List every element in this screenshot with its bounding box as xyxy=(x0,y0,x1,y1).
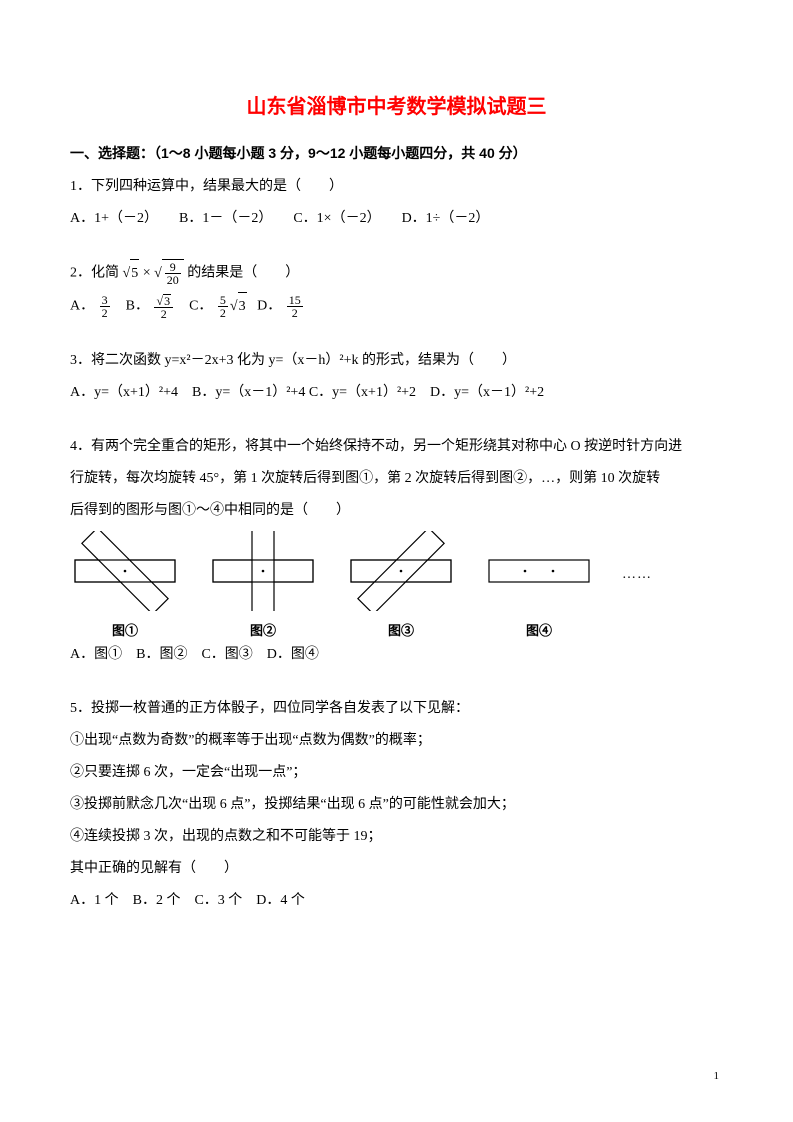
sqrt-frac-icon: 920 xyxy=(154,259,184,288)
question-3: 3．将二次函数 y=x²－2x+3 化为 y=（x－h）²+k 的形式，结果为（… xyxy=(70,347,723,407)
q4-line2: 行旋转，每次均旋转 45°，第 1 次旋转后得到图①，第 2 次旋转后得到图②，… xyxy=(70,465,723,493)
section-1-head: 一、选择题：（1～8 小题每小题 3 分，9～12 小题每小题四分，共 40 分… xyxy=(70,143,723,163)
sqrt-3b-icon: 3 xyxy=(230,292,247,321)
q4-figures: 图① 图② xyxy=(70,531,723,639)
q2-stem-pre: 2．化简 xyxy=(70,266,119,281)
fig4-cap: 图④ xyxy=(484,620,594,639)
question-5: 5．投掷一枚普通的正方体骰子，四位同学各自发表了以下见解： ①出现“点数为奇数”… xyxy=(70,695,723,915)
fig2-svg xyxy=(208,531,318,611)
q4-options: A．图① B．图② C．图③ D．图④ xyxy=(70,641,723,669)
fig4-svg xyxy=(484,531,594,611)
q3-stem: 3．将二次函数 y=x²－2x+3 化为 y=（x－h）²+k 的形式，结果为（… xyxy=(70,347,723,375)
sqrt-5-icon: 5 xyxy=(123,259,140,288)
q2-stem-post: 的结果是（ ） xyxy=(187,266,299,281)
q4-fig2: 图② xyxy=(208,531,318,639)
q2-options: A． 32 B． 32 C． 523 D． 152 xyxy=(70,292,723,321)
fig3-svg xyxy=(346,531,456,611)
q2-stem: 2．化简 5 × 920 的结果是（ ） xyxy=(70,259,723,288)
fig1-cap: 图① xyxy=(70,620,180,639)
q5-l2: ①出现“点数为奇数”的概率等于出现“点数为偶数”的概率； xyxy=(70,727,723,755)
doc-title: 山东省淄博市中考数学模拟试题三 xyxy=(70,90,723,119)
sqrt-3-icon: 3 xyxy=(156,294,171,307)
q5-l1: 5．投掷一枚普通的正方体骰子，四位同学各自发表了以下见解： xyxy=(70,695,723,723)
q2-optA-frac: 32 xyxy=(100,294,110,319)
q2-optD-label: D． xyxy=(257,299,281,314)
q2-optD-frac: 152 xyxy=(287,294,303,319)
ellipsis-icon: …… xyxy=(622,567,652,603)
q4-fig1: 图① xyxy=(70,531,180,639)
question-4: 4．有两个完全重合的矩形，将其中一个始终保持不动，另一个矩形绕其对称中心 O 按… xyxy=(70,433,723,669)
question-1: 1．下列四种运算中，结果最大的是（ ） A．1+（－2） B．1－（－2） C．… xyxy=(70,173,723,233)
question-2: 2．化简 5 × 920 的结果是（ ） A． 32 B． 32 C． 523 … xyxy=(70,259,723,321)
q3-options: A．y=（x+1）²+4 B．y=（x－1）²+4 C．y=（x+1）²+2 D… xyxy=(70,379,723,407)
q5-options: A．1 个 B．2 个 C．3 个 D．4 个 xyxy=(70,887,723,915)
frac-9-20: 920 xyxy=(165,261,181,286)
q2-optB-frac: 32 xyxy=(154,293,173,320)
fig3-cap: 图③ xyxy=(346,620,456,639)
q2-optC-frac: 52 xyxy=(218,294,228,319)
q5-l3: ②只要连掷 6 次，一定会“出现一点”； xyxy=(70,759,723,787)
q2-optB-label: B． xyxy=(126,299,149,314)
q5-l4: ③投掷前默念几次“出现 6 点”，投掷结果“出现 6 点”的可能性就会加大； xyxy=(70,791,723,819)
q2-stem-mid: × xyxy=(143,266,151,281)
q4-fig4: 图④ xyxy=(484,531,594,639)
q1-options: A．1+（－2） B．1－（－2） C．1×（－2） D．1÷（－2） xyxy=(70,205,723,233)
fig1-svg xyxy=(70,531,180,611)
q4-line3: 后得到的图形与图①～④中相同的是（ ） xyxy=(70,497,723,525)
page: 山东省淄博市中考数学模拟试题三 一、选择题：（1～8 小题每小题 3 分，9～1… xyxy=(0,0,793,1122)
q5-l6: 其中正确的见解有（ ） xyxy=(70,855,723,883)
q2-optC-label: C． xyxy=(189,299,212,314)
page-number: 1 xyxy=(714,1070,720,1082)
q1-stem: 1．下列四种运算中，结果最大的是（ ） xyxy=(70,173,723,201)
q2-optA-label: A． xyxy=(70,299,94,314)
q5-l5: ④连续投掷 3 次，出现的点数之和不可能等于 19； xyxy=(70,823,723,851)
q4-fig3: 图③ xyxy=(346,531,456,639)
fig2-cap: 图② xyxy=(208,620,318,639)
q4-line1: 4．有两个完全重合的矩形，将其中一个始终保持不动，另一个矩形绕其对称中心 O 按… xyxy=(70,433,723,461)
